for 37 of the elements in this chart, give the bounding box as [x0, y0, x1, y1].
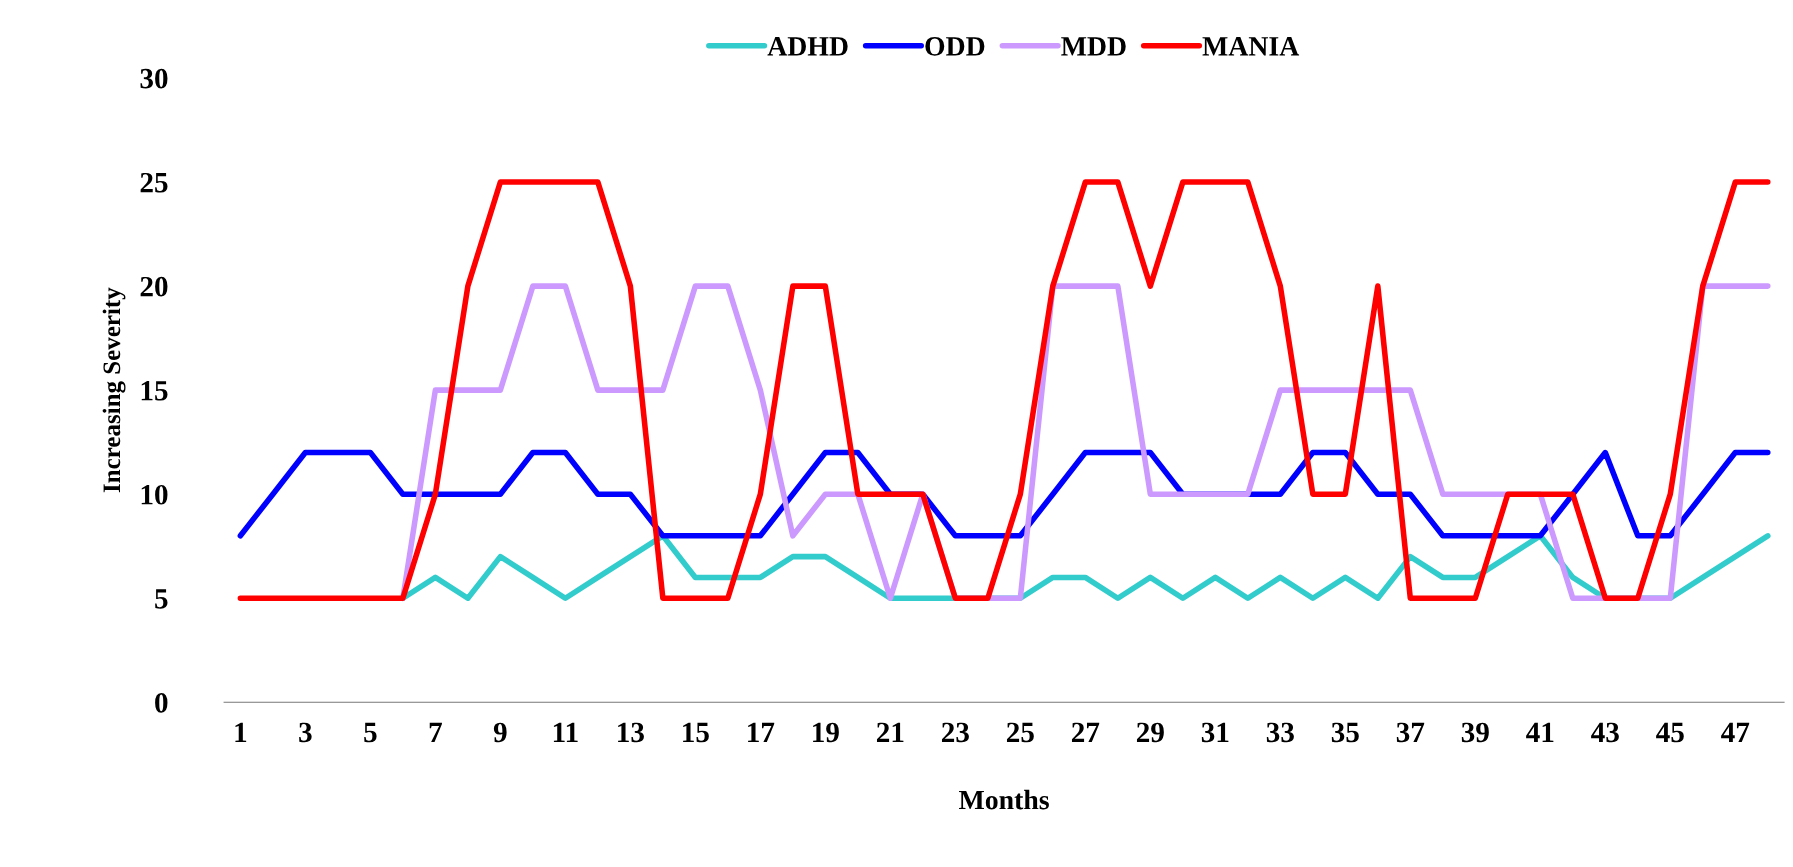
x-tick-label: 3	[299, 722, 312, 743]
x-tick-label: 17	[748, 722, 775, 742]
x-tick-label: 25	[1006, 722, 1034, 743]
y-tick-label: 10	[141, 484, 168, 505]
x-tick-label: 37	[1396, 722, 1425, 743]
x-tick-label: 47	[1721, 722, 1750, 742]
x-tick-label: 39	[1461, 722, 1489, 743]
x-axis-title: Months	[959, 789, 1049, 810]
x-tick-label: 43	[1591, 722, 1619, 743]
x-tick-label: 19	[813, 722, 839, 743]
y-tick-label: 5	[155, 589, 168, 609]
x-tick-label: 27	[1071, 722, 1100, 742]
legend-label: MDD	[1061, 37, 1126, 56]
x-tick-label: 21	[876, 722, 904, 742]
x-tick-label: 9	[493, 722, 507, 743]
x-tick-label: 11	[553, 722, 578, 742]
y-tick-label: 20	[140, 276, 168, 297]
x-tick-label: 23	[941, 722, 969, 743]
legend-label: ADHD	[767, 37, 848, 56]
y-tick-label: 15	[141, 381, 168, 401]
y-axis-title: Increasing Severity	[102, 287, 126, 493]
x-tick-label: 1	[235, 722, 247, 742]
legend-label: MANIA	[1202, 37, 1300, 56]
x-tick-label: 41	[1526, 722, 1554, 742]
y-tick-label: 30	[140, 68, 168, 89]
y-tick-label: 0	[155, 692, 168, 713]
x-tick-label: 15	[683, 722, 709, 743]
y-tick-label: 25	[140, 172, 168, 193]
x-tick-label: 33	[1266, 722, 1294, 743]
x-tick-label: 31	[1201, 722, 1229, 743]
x-tick-label: 45	[1656, 722, 1684, 743]
x-tick-label: 13	[618, 722, 644, 743]
x-tick-label: 35	[1331, 722, 1359, 743]
x-tick-label: 29	[1136, 722, 1164, 743]
x-tick-label: 7	[429, 722, 442, 742]
x-tick-label: 5	[364, 722, 377, 743]
legend-label: ODD	[925, 37, 985, 56]
